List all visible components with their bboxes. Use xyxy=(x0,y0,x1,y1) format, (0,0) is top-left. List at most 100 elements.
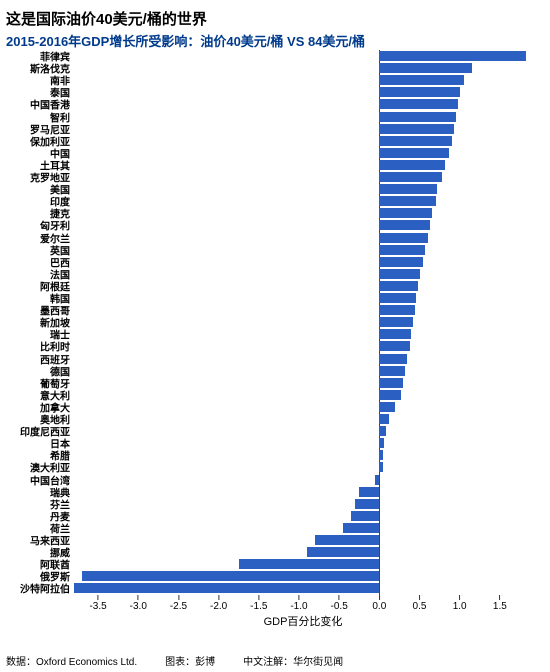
bar xyxy=(343,523,379,533)
bar xyxy=(379,75,463,85)
table-row: 日本 xyxy=(74,437,532,449)
bar-chart: -3.5-3.0-2.5-2.0-1.5-1.0-0.50.00.51.01.5… xyxy=(0,50,550,626)
x-tick: -2.0 xyxy=(210,595,227,612)
bar xyxy=(379,281,418,291)
x-tick-label: 1.0 xyxy=(453,601,467,612)
table-row: 西班牙 xyxy=(74,353,532,365)
chart-container: 这是国际油价40美元/桶的世界 2015-2016年GDP增长所受影响：油价40… xyxy=(0,0,550,672)
table-row: 澳大利亚 xyxy=(74,461,532,473)
bar xyxy=(379,184,437,194)
bar xyxy=(379,450,383,460)
table-row: 希腊 xyxy=(74,449,532,461)
bar xyxy=(379,245,425,255)
bar xyxy=(379,390,401,400)
bar xyxy=(379,148,449,158)
table-row: 奥地利 xyxy=(74,413,532,425)
bar xyxy=(82,571,379,581)
x-tick-label: -2.0 xyxy=(210,601,227,612)
bar xyxy=(375,475,379,485)
source-footer: 数据：Oxford Economics Ltd. 图表：彭博 中文注解：华尔街见… xyxy=(0,653,550,668)
bar xyxy=(307,547,379,557)
x-tick-label: -1.0 xyxy=(290,601,307,612)
x-tick-label: 0.0 xyxy=(372,601,386,612)
bar xyxy=(239,559,380,569)
table-row: 瑞士 xyxy=(74,328,532,340)
bar xyxy=(359,487,379,497)
table-row: 南非 xyxy=(74,74,532,86)
x-tick: -3.0 xyxy=(130,595,147,612)
bar xyxy=(379,160,445,170)
table-row: 斯洛伐克 xyxy=(74,62,532,74)
x-tick: -3.5 xyxy=(89,595,106,612)
bar xyxy=(379,462,382,472)
source-data: 数据：Oxford Economics Ltd. xyxy=(6,653,137,668)
bar xyxy=(379,378,403,388)
bar xyxy=(379,438,384,448)
table-row: 捷克 xyxy=(74,207,532,219)
table-row: 俄罗斯 xyxy=(74,570,532,582)
x-tick-label: -2.5 xyxy=(170,601,187,612)
table-row: 加拿大 xyxy=(74,401,532,413)
x-axis-label: GDP百分比变化 xyxy=(264,613,343,629)
table-row: 法国 xyxy=(74,268,532,280)
table-row: 保加利亚 xyxy=(74,135,532,147)
table-row: 英国 xyxy=(74,244,532,256)
x-tick: 1.0 xyxy=(453,595,467,612)
table-row: 匈牙利 xyxy=(74,219,532,231)
bar xyxy=(379,341,410,351)
table-row: 新加坡 xyxy=(74,316,532,328)
bar xyxy=(379,136,451,146)
table-row: 罗马尼亚 xyxy=(74,123,532,135)
x-tick-label: 0.5 xyxy=(413,601,427,612)
bar xyxy=(379,124,454,134)
bar xyxy=(379,329,411,339)
chart-subtitle: 2015-2016年GDP增长所受影响：油价40美元/桶 VS 84美元/桶 xyxy=(6,31,544,50)
table-row: 克罗地亚 xyxy=(74,171,532,183)
x-tick-label: -0.5 xyxy=(331,601,348,612)
table-row: 墨西哥 xyxy=(74,304,532,316)
bar xyxy=(74,583,379,593)
x-tick: -1.5 xyxy=(250,595,267,612)
x-tick: 0.0 xyxy=(372,595,386,612)
x-tick: -1.0 xyxy=(290,595,307,612)
bar xyxy=(351,511,379,521)
table-row: 德国 xyxy=(74,365,532,377)
chart-title: 这是国际油价40美元/桶的世界 xyxy=(6,8,544,29)
x-tick: -2.5 xyxy=(170,595,187,612)
table-row: 中国香港 xyxy=(74,98,532,110)
x-tick: 0.5 xyxy=(413,595,427,612)
bar xyxy=(379,414,389,424)
bar xyxy=(379,196,435,206)
bar xyxy=(379,305,414,315)
bar xyxy=(379,233,427,243)
source-chart: 图表：彭博 xyxy=(165,653,215,668)
x-tick-label: -3.0 xyxy=(130,601,147,612)
bar xyxy=(379,426,385,436)
table-row: 泰国 xyxy=(74,86,532,98)
table-row: 美国 xyxy=(74,183,532,195)
bar xyxy=(379,354,407,364)
table-row: 爱尔兰 xyxy=(74,232,532,244)
bar xyxy=(379,87,459,97)
table-row: 挪威 xyxy=(74,546,532,558)
table-row: 丹麦 xyxy=(74,510,532,522)
table-row: 中国 xyxy=(74,147,532,159)
bar xyxy=(379,63,471,73)
bar xyxy=(379,269,419,279)
bar xyxy=(379,99,458,109)
table-row: 韩国 xyxy=(74,292,532,304)
table-row: 中国台湾 xyxy=(74,474,532,486)
table-row: 阿联酋 xyxy=(74,558,532,570)
category-label: 沙特阿拉伯 xyxy=(20,581,74,596)
x-tick: -0.5 xyxy=(331,595,348,612)
table-row: 巴西 xyxy=(74,256,532,268)
table-row: 阿根廷 xyxy=(74,280,532,292)
table-row: 比利时 xyxy=(74,340,532,352)
bar xyxy=(379,172,442,182)
bar xyxy=(315,535,379,545)
bar xyxy=(379,293,416,303)
bar xyxy=(379,208,431,218)
bar xyxy=(379,257,422,267)
table-row: 荷兰 xyxy=(74,522,532,534)
bar xyxy=(379,366,405,376)
